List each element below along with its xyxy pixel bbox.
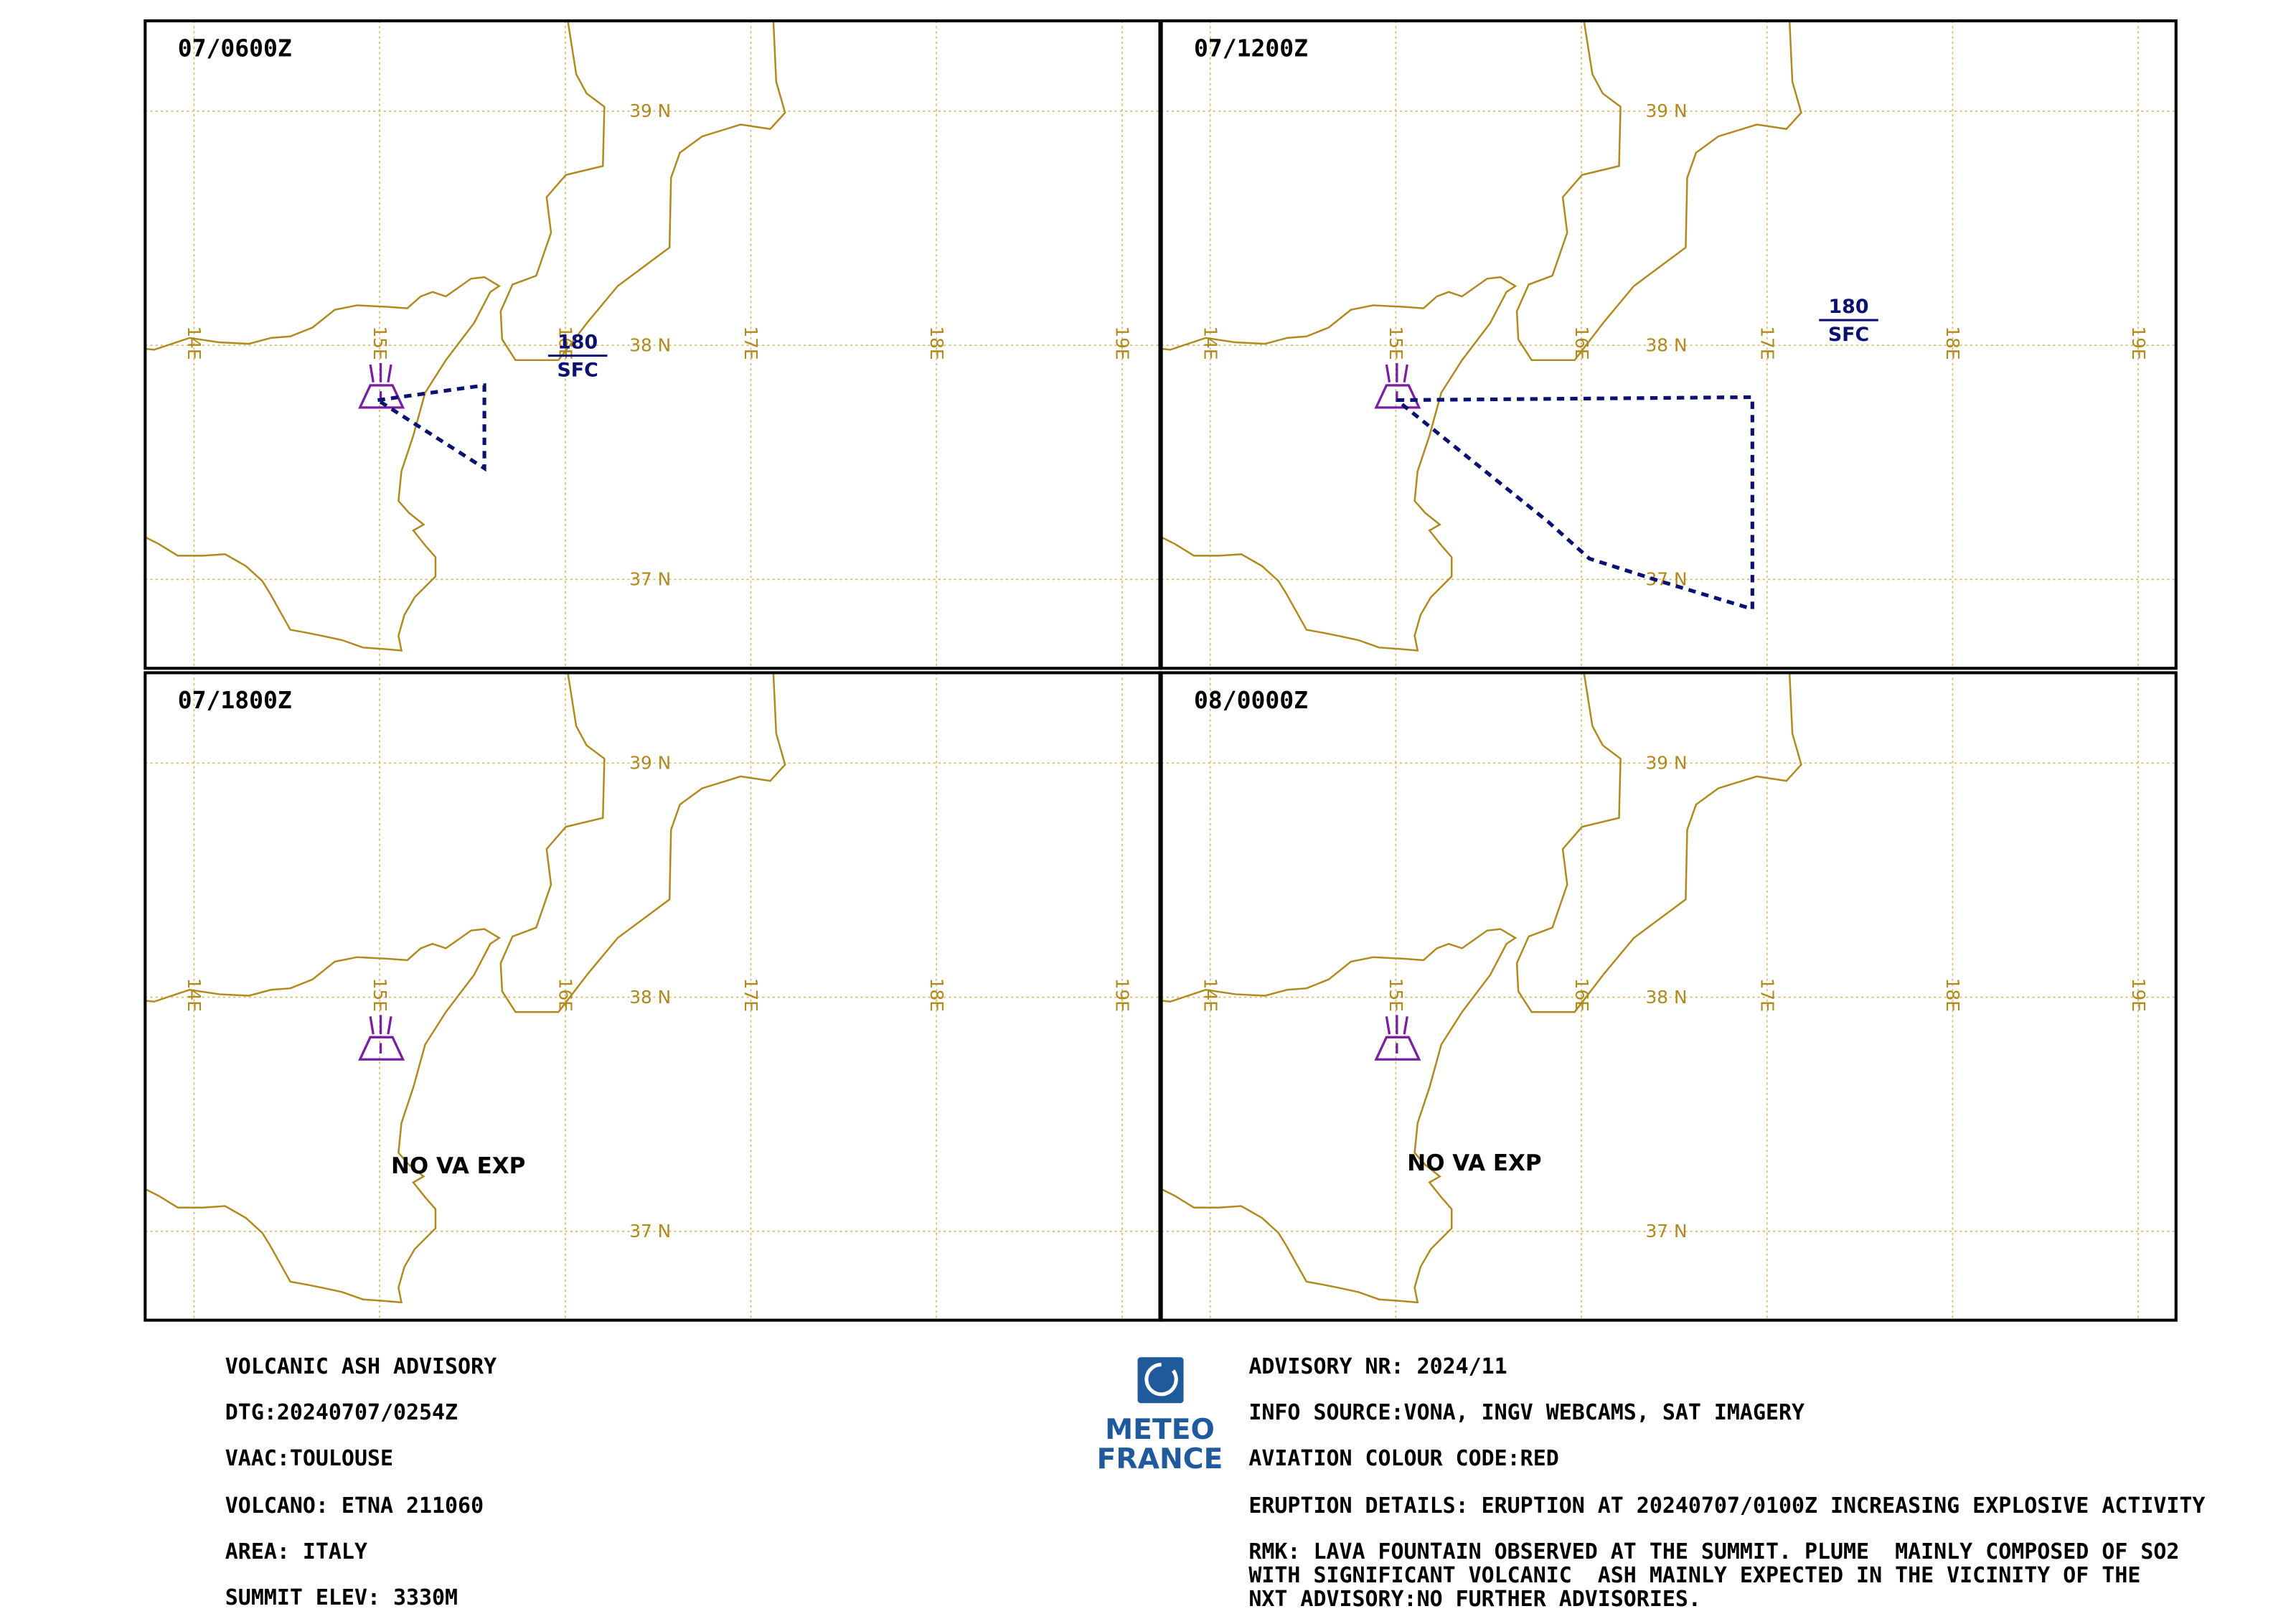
map-content: 14E 15E 16E 17E 18E 19E 39 N 38 N 37 N 180 SFC (145, 21, 1160, 669)
lon-label: 14E (1200, 978, 1220, 1012)
lon-label: 15E (1385, 978, 1406, 1012)
lon-label: 17E (740, 978, 761, 1012)
lon-label: 17E (1757, 978, 1778, 1012)
map-content: 14E 15E 16E 17E 18E 19E 39 N 38 N 37 N NO VA EXP (145, 672, 1160, 1320)
panel-frame (1159, 19, 2178, 670)
logo-swirl (1144, 1362, 1178, 1397)
forecast-note: NO VA EXP (391, 1153, 525, 1179)
plume-top: 180 (1829, 296, 1869, 318)
lat-label: 38 N (1646, 987, 1688, 1008)
lon-label: 17E (1757, 326, 1778, 360)
map-panel: 14E 15E 16E 17E 18E 19E 39 N 38 N 37 N NO VA EXP 0… (144, 671, 1162, 1322)
advisory-remark: NXT ADVISORY:NO FURTHER ADVISORIES. (1248, 1587, 1701, 1612)
lon-label: 16E (555, 978, 576, 1012)
panels: 14E 15E 16E 17E 18E 19E 39 N 38 N 37 N 180 SFC 07/0… (144, 19, 2178, 1322)
advisory-field: VOLCANIC ASH ADVISORY (225, 1354, 497, 1379)
panel-time: 07/1800Z (178, 686, 292, 714)
coastline (1161, 21, 1802, 652)
lon-label: 19E (2128, 326, 2149, 360)
advisory-field: AREA: ITALY (225, 1539, 367, 1564)
lon-label: 18E (1942, 326, 1963, 360)
lat-label: 37 N (1646, 1221, 1688, 1242)
lat-label: 37 N (629, 1221, 671, 1242)
plume-top: 180 (557, 331, 598, 353)
advisory-field: SUMMIT ELEV: 3330M (225, 1585, 458, 1610)
logo-text: METEO (1105, 1414, 1215, 1446)
panel-frame (1159, 671, 2178, 1322)
lon-label: 18E (926, 326, 947, 360)
advisory-field: ADVISORY NR: 2024/11 (1248, 1354, 1507, 1379)
panel-time: 08/0000Z (1194, 686, 1308, 714)
map-panel: 14E 15E 16E 17E 18E 19E 39 N 38 N 37 N 180 SFC 07/0… (144, 19, 1162, 670)
lon-label: 19E (1112, 326, 1133, 360)
coastline (1161, 672, 1802, 1304)
lon-label: 19E (2128, 978, 2149, 1012)
lon-label: 15E (370, 978, 390, 1012)
lon-label: 14E (184, 978, 204, 1012)
lon-label: 16E (555, 326, 576, 360)
lon-label: 14E (184, 326, 204, 360)
lat-label: 39 N (629, 753, 671, 774)
advisory-remark: RMK: LAVA FOUNTAIN OBSERVED AT THE SUMMI… (1248, 1539, 2179, 1564)
lon-label: 18E (1942, 978, 1963, 1012)
lat-label: 39 N (629, 100, 671, 121)
forecast-note: NO VA EXP (1407, 1150, 1541, 1176)
plume-base: SFC (1828, 324, 1869, 346)
lat-label: 37 N (629, 569, 671, 590)
volcano-icon (359, 1013, 405, 1061)
lon-label: 17E (740, 326, 761, 360)
map-panel: 14E 15E 16E 17E 18E 19E 39 N 38 N 37 N NO VA EXP 0… (1159, 671, 2178, 1322)
footer: METEO FRANCE VOLCANIC ASH ADVISORY DTG:20… (225, 1354, 2206, 1612)
panel-time: 07/0600Z (178, 34, 292, 62)
plume-base: SFC (557, 360, 598, 382)
lon-label: 14E (1200, 326, 1220, 360)
lat-label: 38 N (629, 987, 671, 1008)
panel-time: 07/1200Z (1194, 34, 1308, 62)
ash-cloud (1396, 395, 1754, 612)
volcano-icon (1375, 1013, 1421, 1061)
advisory-field: VAAC:TOULOUSE (225, 1446, 393, 1471)
advisory-field: VOLCANO: ETNA 211060 (225, 1493, 484, 1519)
advisory-field: DTG:20240707/0254Z (225, 1400, 458, 1425)
lon-label: 18E (926, 978, 947, 1012)
lon-label: 16E (1571, 326, 1592, 360)
coastline (145, 672, 786, 1304)
logo-text: FRANCE (1097, 1443, 1223, 1475)
lon-label: 16E (1571, 978, 1592, 1012)
lon-label: 19E (1112, 978, 1133, 1012)
lon-label: 15E (1385, 326, 1406, 360)
lon-label: 15E (370, 326, 390, 360)
ash-cloud (377, 382, 486, 472)
lat-label: 38 N (1646, 334, 1688, 355)
advisory-field: AVIATION COLOUR CODE:RED (1248, 1446, 1558, 1471)
lat-label: 39 N (1646, 100, 1688, 121)
advisory-field: ERUPTION DETAILS: ERUPTION AT 20240707/0… (1248, 1493, 2205, 1519)
advisory-remark: WITH SIGNIFICANT VOLCANIC ASH MAINLY EXP… (1248, 1563, 2140, 1588)
lat-label: 39 N (1646, 753, 1688, 774)
coastline (145, 21, 786, 652)
advisory-field: INFO SOURCE:VONA, INGV WEBCAMS, SAT IMAG… (1248, 1400, 1805, 1425)
map-content: 14E 15E 16E 17E 18E 19E 39 N 38 N 37 N NO VA EXP (1161, 672, 2176, 1320)
lat-label: 38 N (629, 334, 671, 355)
